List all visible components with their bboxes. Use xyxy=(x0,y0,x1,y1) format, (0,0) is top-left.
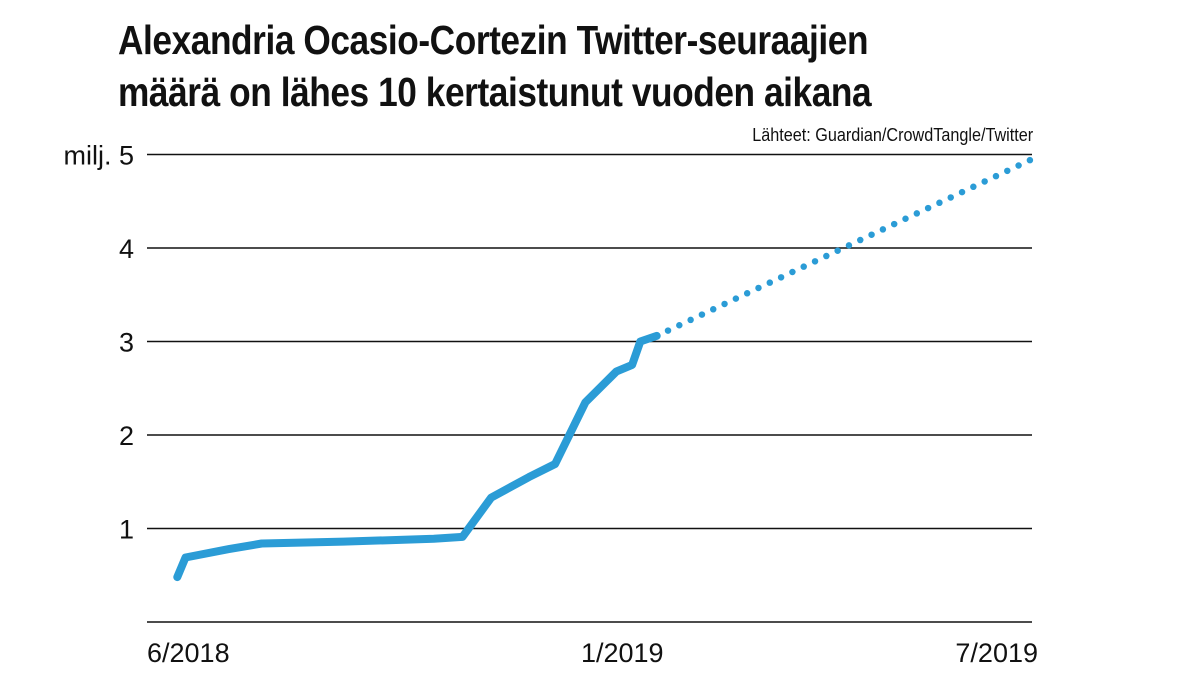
x-tick-label-2: 7/2019 xyxy=(955,638,1038,668)
y-tick-label-4: 4 xyxy=(119,234,134,264)
chart-title-line-1: Alexandria Ocasio-Cortezin Twitter-seura… xyxy=(118,17,869,63)
y-tick-label-3: 3 xyxy=(119,328,134,358)
x-tick-label-1: 1/2019 xyxy=(581,638,664,668)
series-layer xyxy=(173,155,1036,582)
x-axis-tick-labels: 6/2018 1/2019 7/2019 xyxy=(147,638,1038,668)
y-tick-label-5: milj. 5 xyxy=(63,141,134,171)
chart-title: Alexandria Ocasio-Cortezin Twitter-seura… xyxy=(118,14,1030,118)
gridlines xyxy=(147,153,1032,530)
x-tick-label-0: 6/2018 xyxy=(147,638,230,668)
y-axis-tick-labels: 1 2 3 4 milj. 5 xyxy=(63,141,134,545)
actual-line xyxy=(173,331,661,582)
y-tick-label-1: 1 xyxy=(119,515,134,545)
chart-title-line-2: määrä on lähes 10 kertaistunut vuoden ai… xyxy=(118,69,872,115)
source-note: Lähteet: Guardian/CrowdTangle/Twitter xyxy=(752,125,1033,145)
y-tick-label-2: 2 xyxy=(119,421,134,451)
